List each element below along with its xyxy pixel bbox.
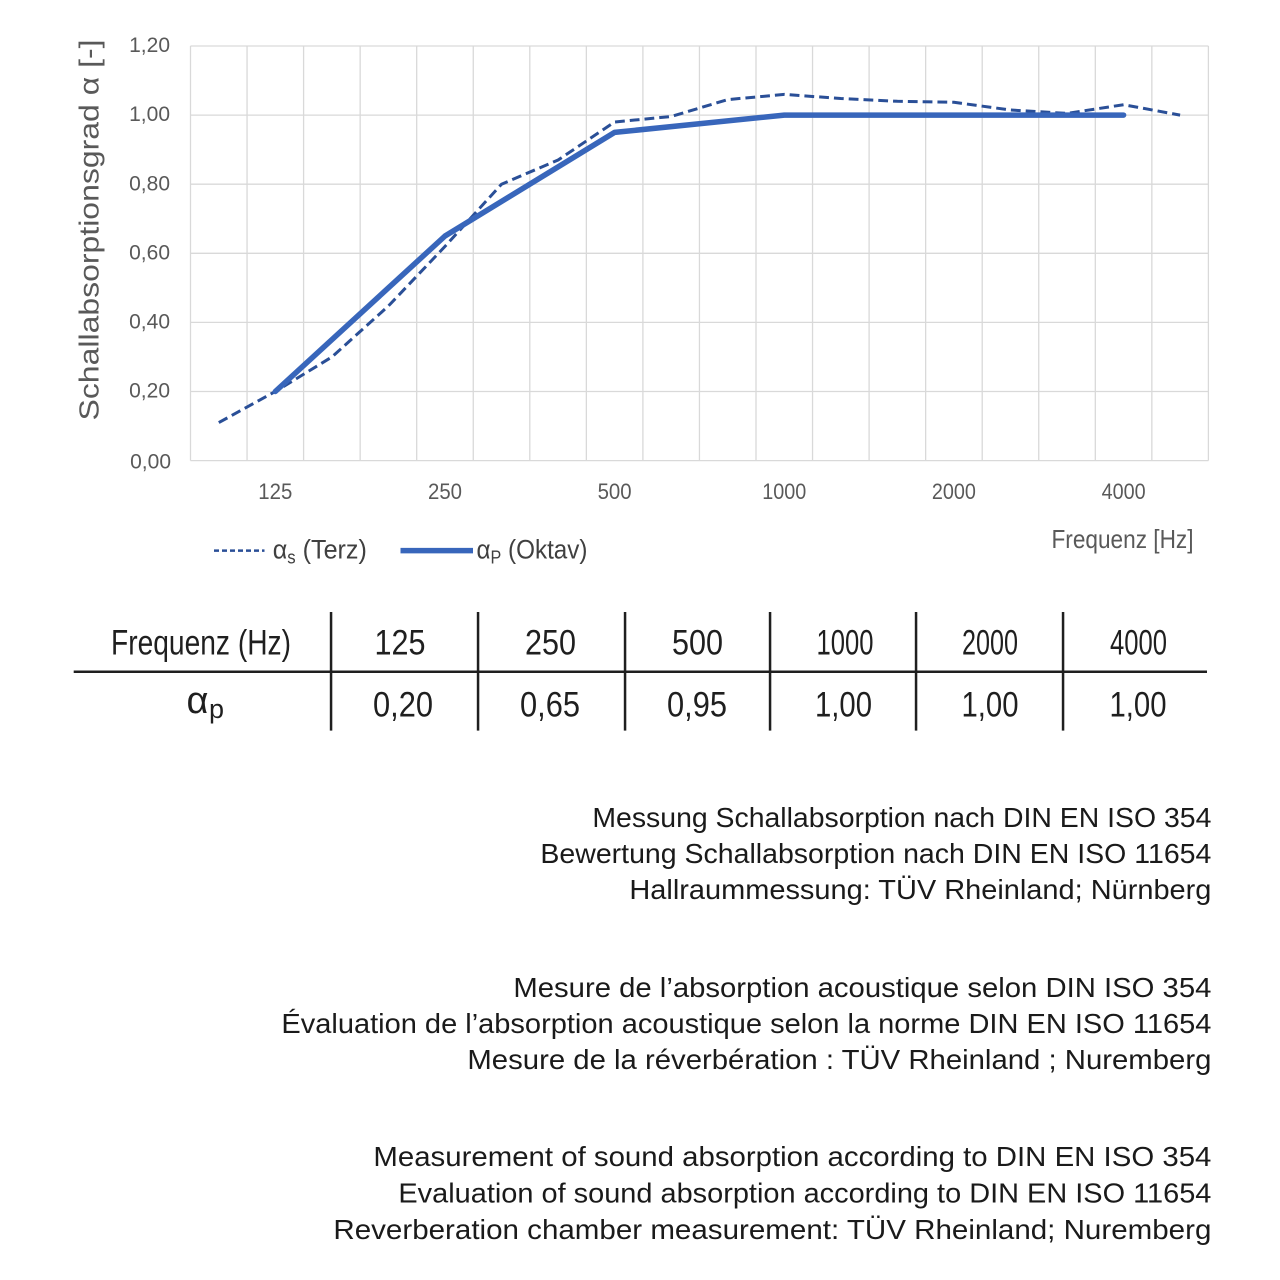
svg-text:α: α [187,680,209,722]
svg-text:Mesure de l’absorption acousti: Mesure de l’absorption acoustique selon … [513,972,1211,1003]
svg-text:0,20: 0,20 [129,380,170,403]
svg-text:Bewertung Schallabsorption nac: Bewertung Schallabsorption nach DIN EN I… [540,838,1211,869]
svg-text:0,65: 0,65 [520,686,580,725]
svg-text:1000: 1000 [817,624,874,663]
svg-text:0,60: 0,60 [129,241,170,264]
svg-text:500: 500 [598,479,632,504]
svg-text:0,80: 0,80 [129,172,170,195]
svg-text:1,20: 1,20 [129,34,170,57]
svg-text:Evaluation of sound absorption: Evaluation of sound absorption according… [398,1178,1211,1209]
svg-text:1000: 1000 [762,479,806,504]
svg-text:Messung Schallabsorption nach: Messung Schallabsorption nach DIN EN ISO… [592,802,1211,833]
svg-text:4000: 4000 [1102,479,1146,504]
svg-text:2000: 2000 [962,624,1018,663]
svg-text:0,20: 0,20 [373,686,433,725]
svg-text:p: p [209,694,224,724]
svg-text:Frequenz [Hz]: Frequenz [Hz] [1052,524,1194,554]
svg-text:0,00: 0,00 [130,451,171,474]
svg-text:Measurement of sound absorptio: Measurement of sound absorption accordin… [373,1141,1211,1172]
svg-text:4000: 4000 [1110,624,1167,663]
svg-text:Hallraummessung: TÜV Rheinland: Hallraummessung: TÜV Rheinland; Nürnberg [629,874,1211,905]
svg-text:1,00: 1,00 [129,103,170,126]
svg-text:2000: 2000 [932,479,976,504]
svg-text:1,00: 1,00 [815,686,872,725]
svg-text:500: 500 [672,624,723,663]
svg-text:Évaluation de l’absorption aco: Évaluation de l’absorption acoustique se… [281,1008,1211,1039]
svg-text:Frequenz (Hz): Frequenz (Hz) [111,624,291,663]
svg-text:0,95: 0,95 [667,686,727,725]
svg-text:Reverberation chamber measurem: Reverberation chamber measurement: TÜV R… [333,1214,1211,1245]
svg-text:125: 125 [258,479,292,504]
svg-text:Schallabsorptionsgrad α [-]: Schallabsorptionsgrad α [-] [74,40,105,421]
svg-text:αs (Terz): αs (Terz) [273,535,367,568]
svg-text:250: 250 [525,624,576,663]
svg-text:αP (Oktav): αP (Oktav) [477,535,588,568]
svg-text:125: 125 [375,624,426,663]
svg-text:1,00: 1,00 [962,686,1019,725]
svg-text:1,00: 1,00 [1110,686,1167,725]
svg-text:0,40: 0,40 [129,311,170,334]
svg-text:Mesure de la réverbération : T: Mesure de la réverbération : TÜV Rheinla… [467,1044,1211,1075]
svg-text:250: 250 [428,479,462,504]
